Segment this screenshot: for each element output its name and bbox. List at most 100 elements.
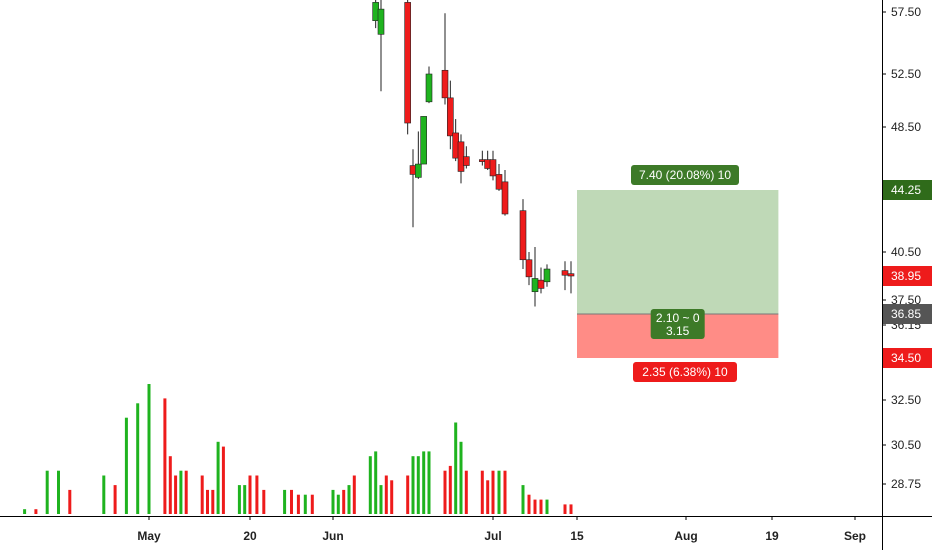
volume-bar [539, 499, 543, 514]
candle [415, 131, 422, 179]
candle [404, 0, 411, 135]
center-label-bg [650, 309, 705, 339]
price-tick-label: 32.50 [891, 393, 921, 407]
volume-bar [248, 475, 252, 514]
candle-body [404, 2, 411, 124]
volume-bar [184, 470, 188, 514]
volume-bar [374, 451, 378, 514]
candle-body [447, 97, 454, 137]
volume-bar [147, 384, 151, 514]
candle-body [415, 163, 422, 178]
volume-bar [163, 398, 167, 514]
center-label: 2.10 ~ 03.15 [650, 309, 705, 339]
stop-label: 2.35 (6.38%) 10 [633, 362, 737, 382]
price-tag-bg [883, 180, 932, 200]
price-tick-label: 40.50 [891, 245, 921, 259]
center-label-line2: 3.15 [666, 324, 690, 338]
volume-bar [347, 485, 351, 514]
candle-body [441, 69, 449, 99]
candle [561, 261, 569, 291]
price-tag-bg [883, 266, 932, 286]
volume-bar [303, 494, 307, 514]
price-axis-bg[interactable] [882, 0, 932, 516]
price-tag-bg [883, 348, 932, 368]
volume-bar [179, 470, 183, 514]
price-tags-layer: 44.25 38.95 36.85 34.50 [883, 180, 932, 368]
candle-body [543, 268, 551, 283]
target-label-text: 7.40 (20.08%) 10 [639, 168, 731, 182]
profit-zone[interactable] [577, 190, 779, 314]
volume-bar [491, 470, 495, 514]
volume-bar [124, 417, 128, 514]
volume-bar [262, 489, 266, 514]
candle [420, 116, 427, 165]
volume-bar [200, 475, 204, 514]
target-label: 7.40 (20.08%) 10 [631, 165, 739, 185]
volume-bar [352, 475, 356, 514]
candle-body [377, 8, 385, 35]
volume-bar [290, 489, 293, 514]
volume-bar [533, 499, 537, 514]
volume-bar [102, 475, 106, 514]
candle-body [463, 156, 470, 166]
volume-bar [243, 485, 247, 514]
price-tick-label: 37.50 [891, 293, 921, 307]
volume-bar [379, 485, 383, 514]
volume-bar [563, 504, 567, 514]
candle-body [561, 270, 569, 276]
volume-bar [464, 470, 468, 514]
price-tag-label: 34.50 [891, 351, 921, 365]
price-tag-bg [883, 304, 932, 324]
volume-bar [443, 470, 447, 514]
price-tag: 38.95 [883, 266, 932, 286]
candle-body [567, 273, 575, 277]
volume-bar [368, 456, 372, 514]
price-tick-label: 30.50 [891, 438, 921, 452]
volume-bar [237, 485, 241, 514]
volume-layer [23, 384, 573, 514]
candle-body [537, 279, 545, 289]
volume-bar [454, 422, 458, 514]
volume-bar [406, 475, 410, 514]
volume-bar [23, 509, 27, 514]
candle-body [420, 116, 427, 165]
volume-bar [68, 489, 72, 514]
candle [489, 150, 497, 181]
price-tag: 44.25 [883, 180, 932, 200]
stop-label-text: 2.35 (6.38%) 10 [642, 365, 728, 379]
volume-bar [384, 475, 388, 514]
center-label-line1: 2.10 ~ 0 [656, 311, 700, 325]
time-tick-label: 20 [243, 529, 257, 543]
volume-bar [255, 475, 259, 514]
time-tick-label: Sep [844, 529, 866, 543]
stop-label-bg [633, 362, 737, 382]
volume-bar [336, 494, 340, 514]
target-label-bg [631, 165, 739, 185]
volume-bar [411, 456, 415, 514]
volume-bar [221, 446, 225, 514]
volume-bar [136, 403, 140, 514]
volume-bar [283, 489, 287, 514]
price-tick-label: 28.75 [891, 477, 921, 491]
candle [543, 264, 551, 287]
candle-body [519, 210, 527, 261]
volume-bar [310, 494, 314, 514]
volume-bar [521, 485, 525, 514]
candle [425, 66, 433, 104]
volume-bar [206, 489, 209, 514]
position-tool[interactable] [577, 190, 779, 358]
candle-body [495, 174, 503, 190]
volume-bar [497, 470, 501, 514]
candle-body [525, 259, 533, 278]
price-tick-label: 52.50 [891, 67, 921, 81]
price-tick-label: 57.50 [891, 5, 921, 19]
position-labels: 7.40 (20.08%) 10 2.35 (6.38%) 10 2.10 ~ 03… [631, 165, 739, 382]
time-tick-label: May [137, 529, 161, 543]
candle [377, 0, 385, 92]
candle [537, 267, 545, 294]
volume-bar [296, 494, 300, 514]
candle-body [489, 159, 497, 177]
volume-bar [57, 470, 60, 514]
